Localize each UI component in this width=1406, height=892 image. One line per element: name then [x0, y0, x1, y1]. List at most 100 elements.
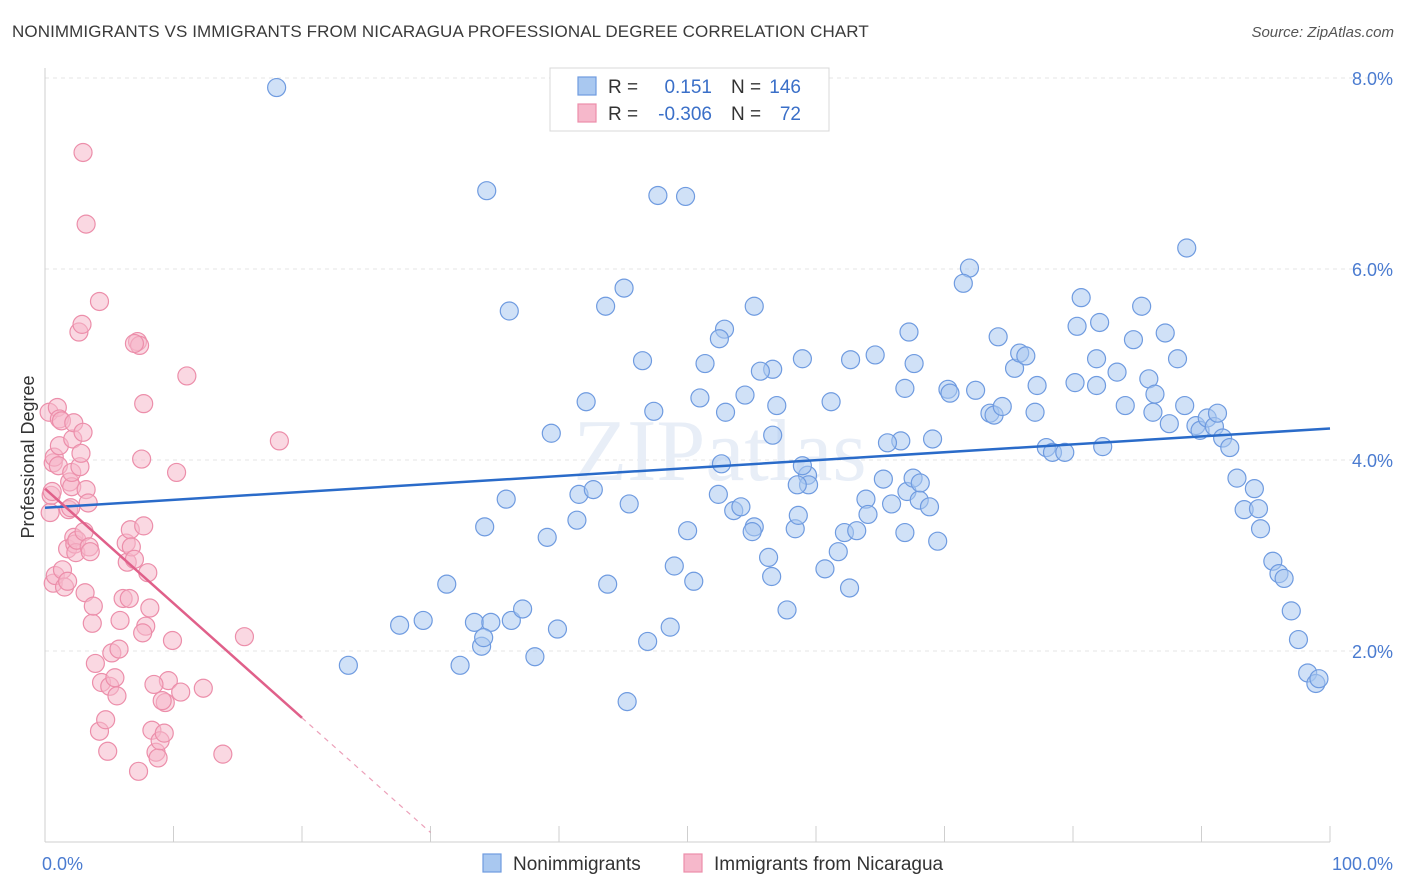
x-tick-label-1: 100.0% — [1332, 854, 1393, 874]
x-tick-label-0: 0.0% — [42, 854, 83, 874]
nonimmigrant-point-121 — [1167, 349, 1188, 369]
nonimmigrant-point-135 — [1250, 519, 1271, 539]
nonimmigrant-point-11 — [547, 619, 568, 639]
nicaragua-point-80 — [144, 674, 164, 695]
nonimmigrant-point-25 — [496, 489, 516, 509]
nonimmigrant-point-130 — [1220, 437, 1240, 458]
grid-lines — [45, 77, 1392, 652]
nonimmigrant-point-100 — [1025, 402, 1045, 422]
nonimmigrant-point-18 — [684, 571, 704, 591]
nonimmigrant-point-33 — [758, 547, 779, 568]
nonimmigrant-point-41 — [828, 542, 848, 562]
nicaragua-point-43 — [98, 741, 118, 761]
nonimmigrant-point-13 — [617, 692, 637, 712]
nonimmigrant-point-95 — [992, 396, 1012, 417]
nicaragua-point-34 — [78, 493, 98, 513]
legend-swatch-pink — [577, 103, 597, 123]
nonimmigrant-point-53 — [910, 473, 930, 493]
nonimmigrant-point-96 — [988, 327, 1008, 347]
nonimmigrant-point-107 — [1071, 288, 1091, 308]
y-tick-label-0: 2.0% — [1352, 642, 1393, 662]
nonimmigrant-point-58 — [922, 429, 943, 449]
nonimmigrant-point-2 — [390, 615, 410, 635]
nonimmigrant-point-139 — [1281, 601, 1301, 621]
nonimmigrant-point-21 — [475, 517, 495, 537]
series-nonimmigrants — [267, 77, 1329, 712]
nonimmigrant-point-7 — [413, 610, 433, 631]
nonimmigrant-point-54 — [919, 497, 940, 517]
nonimmigrant-point-87 — [477, 181, 497, 201]
nonimmigrant-point-108 — [1086, 349, 1107, 369]
nonimmigrant-point-10 — [525, 647, 545, 667]
nonimmigrant-point-31 — [731, 497, 751, 517]
stats-legend: R = 0.151 N = 146 R = -0.306 N = 72 — [549, 67, 830, 132]
nonimmigrant-point-0 — [450, 655, 470, 675]
nicaragua-point-71 — [171, 682, 191, 702]
nicaragua-point-86 — [193, 678, 213, 698]
trend-line-nicaragua-extension — [301, 717, 431, 833]
nonimmigrant-point-69 — [787, 475, 807, 495]
nicaragua-point-75 — [76, 214, 96, 234]
nonimmigrant-point-115 — [1132, 296, 1152, 316]
nonimmigrant-point-79 — [690, 388, 710, 408]
nicaragua-point-66 — [148, 748, 168, 768]
nonimmigrant-point-143 — [1309, 669, 1329, 689]
nonimmigrant-point-78 — [695, 353, 715, 374]
nonimmigrant-point-44 — [847, 521, 867, 541]
nonimmigrant-point-57 — [940, 383, 960, 403]
nicaragua-point-83 — [152, 691, 172, 711]
nicaragua-point-15 — [58, 571, 78, 591]
nonimmigrant-point-35 — [777, 600, 797, 620]
nonimmigrant-point-6 — [474, 628, 494, 648]
nonimmigrant-point-15 — [638, 631, 658, 652]
legend-n-label-1: N = — [731, 77, 761, 98]
nonimmigrant-point-140 — [1288, 629, 1309, 650]
nonimmigrant-point-91 — [953, 273, 973, 293]
nicaragua-point-39 — [85, 653, 105, 674]
legend-r-value-2: -0.306 — [658, 104, 712, 125]
y-tick-label-3: 8.0% — [1352, 69, 1393, 89]
nicaragua-point-59 — [132, 449, 152, 469]
bottom-legend-label-pink: Immigrants from Nicaragua — [714, 854, 944, 875]
nicaragua-point-79 — [133, 623, 153, 643]
nicaragua-point-77 — [124, 333, 145, 354]
nicaragua-point-38 — [83, 596, 103, 616]
nonimmigrant-point-27 — [678, 521, 698, 541]
nicaragua-point-53 — [119, 588, 139, 609]
nonimmigrant-point-81 — [648, 185, 668, 206]
trend-line-nicaragua — [44, 487, 303, 719]
nicaragua-point-63 — [140, 598, 160, 618]
nonimmigrant-point-29 — [711, 454, 732, 474]
nonimmigrant-point-144 — [267, 77, 287, 98]
nonimmigrant-point-111 — [1093, 437, 1113, 457]
nonimmigrant-point-83 — [596, 296, 616, 316]
y-tick-labels: 2.0% 4.0% 6.0% 8.0% — [1352, 69, 1393, 662]
nonimmigrant-point-28 — [708, 484, 728, 504]
nonimmigrant-point-24 — [537, 527, 557, 547]
nonimmigrant-point-40 — [815, 559, 835, 579]
nonimmigrant-point-104 — [1055, 442, 1075, 462]
nicaragua-point-56 — [124, 549, 145, 569]
nicaragua-point-89 — [269, 431, 289, 451]
nonimmigrant-point-101 — [1027, 375, 1047, 396]
nicaragua-point-84 — [166, 462, 187, 483]
nicaragua-point-76 — [89, 291, 110, 312]
trend-line-nonimmigrants — [44, 427, 1331, 509]
nonimmigrant-point-122 — [1175, 395, 1195, 416]
nonimmigrant-point-77 — [709, 329, 729, 349]
nonimmigrant-point-82 — [614, 278, 634, 298]
nonimmigrant-point-63 — [899, 322, 919, 342]
nonimmigrant-point-70 — [767, 395, 787, 416]
nonimmigrant-point-43 — [839, 578, 860, 598]
nonimmigrant-point-114 — [1123, 330, 1144, 350]
nonimmigrant-point-110 — [1090, 312, 1110, 333]
nicaragua-point-88 — [234, 627, 255, 647]
nonimmigrant-point-92 — [966, 380, 986, 400]
nonimmigrant-point-47 — [873, 469, 893, 489]
series-immigrants-nicaragua — [39, 142, 289, 781]
nicaragua-point-81 — [154, 723, 174, 743]
nonimmigrant-point-74 — [735, 385, 755, 405]
nonimmigrant-point-119 — [1155, 323, 1175, 343]
y-tick-label-1: 4.0% — [1352, 451, 1393, 471]
